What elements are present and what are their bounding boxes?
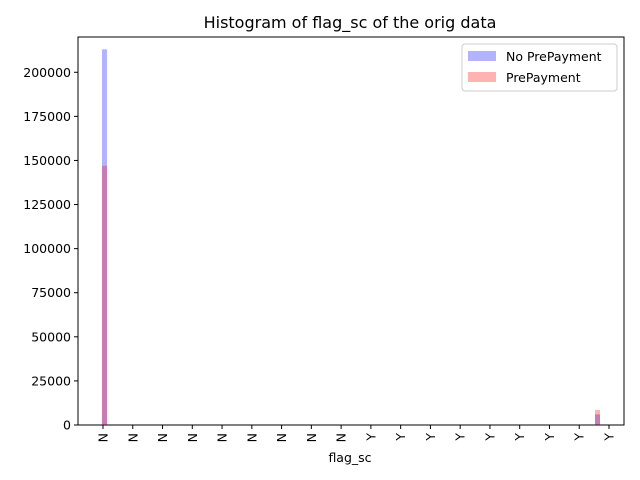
y-axis: 0 25000 50000 75000 100000 125000 150000 175000… — [23, 65, 78, 433]
bar-no-prepayment-y — [595, 414, 600, 425]
legend-box — [461, 43, 618, 92]
y-tick-label: 125000 — [23, 197, 71, 212]
x-axis-label: flag_sc — [328, 450, 371, 465]
y-tick-label: 75000 — [31, 285, 71, 300]
x-tick-label: N — [96, 433, 111, 442]
legend: No PrePayment PrePayment — [461, 43, 618, 92]
y-tick-label: 175000 — [23, 109, 71, 124]
bar-no-prepayment-n — [102, 49, 107, 425]
legend-swatch-prepayment — [468, 72, 496, 82]
x-tick-label: N — [244, 433, 259, 442]
plot-frame — [77, 36, 625, 426]
x-tick-label: N — [334, 433, 349, 442]
y-tick-label: 50000 — [31, 329, 71, 344]
x-tick-label: Y — [482, 433, 497, 442]
y-tick-label: 150000 — [23, 153, 71, 168]
y-tick-label: 100000 — [23, 241, 71, 256]
x-tick-label: Y — [393, 433, 408, 442]
chart-title: Histogram of flag_sc of the orig data — [204, 13, 497, 33]
x-tick-label: Y — [363, 433, 378, 442]
bar-prepayment-y — [595, 410, 600, 425]
legend-swatch-no-prepayment — [468, 51, 496, 61]
x-tick-label: N — [304, 433, 319, 442]
x-tick-label: Y — [572, 433, 587, 442]
x-tick-label: N — [215, 433, 230, 442]
x-tick-label: N — [185, 433, 200, 442]
x-tick-label: N — [155, 433, 170, 442]
x-tick-label: Y — [512, 433, 527, 442]
x-tick-label: N — [125, 433, 140, 442]
bars — [102, 49, 600, 425]
y-tick-label: 25000 — [31, 373, 71, 388]
x-tick-label: Y — [542, 433, 557, 442]
x-tick-label: Y — [423, 433, 438, 442]
x-tick-label: Y — [602, 433, 617, 442]
legend-label-no-prepayment: No PrePayment — [506, 49, 602, 64]
x-tick-label: Y — [453, 433, 468, 442]
y-tick-label: 200000 — [23, 65, 71, 80]
legend-label-prepayment: PrePayment — [506, 70, 581, 85]
bar-prepayment-n — [102, 165, 107, 425]
plot-area — [77, 36, 625, 426]
x-tick-label: N — [274, 433, 289, 442]
y-tick-label: 0 — [63, 418, 71, 433]
